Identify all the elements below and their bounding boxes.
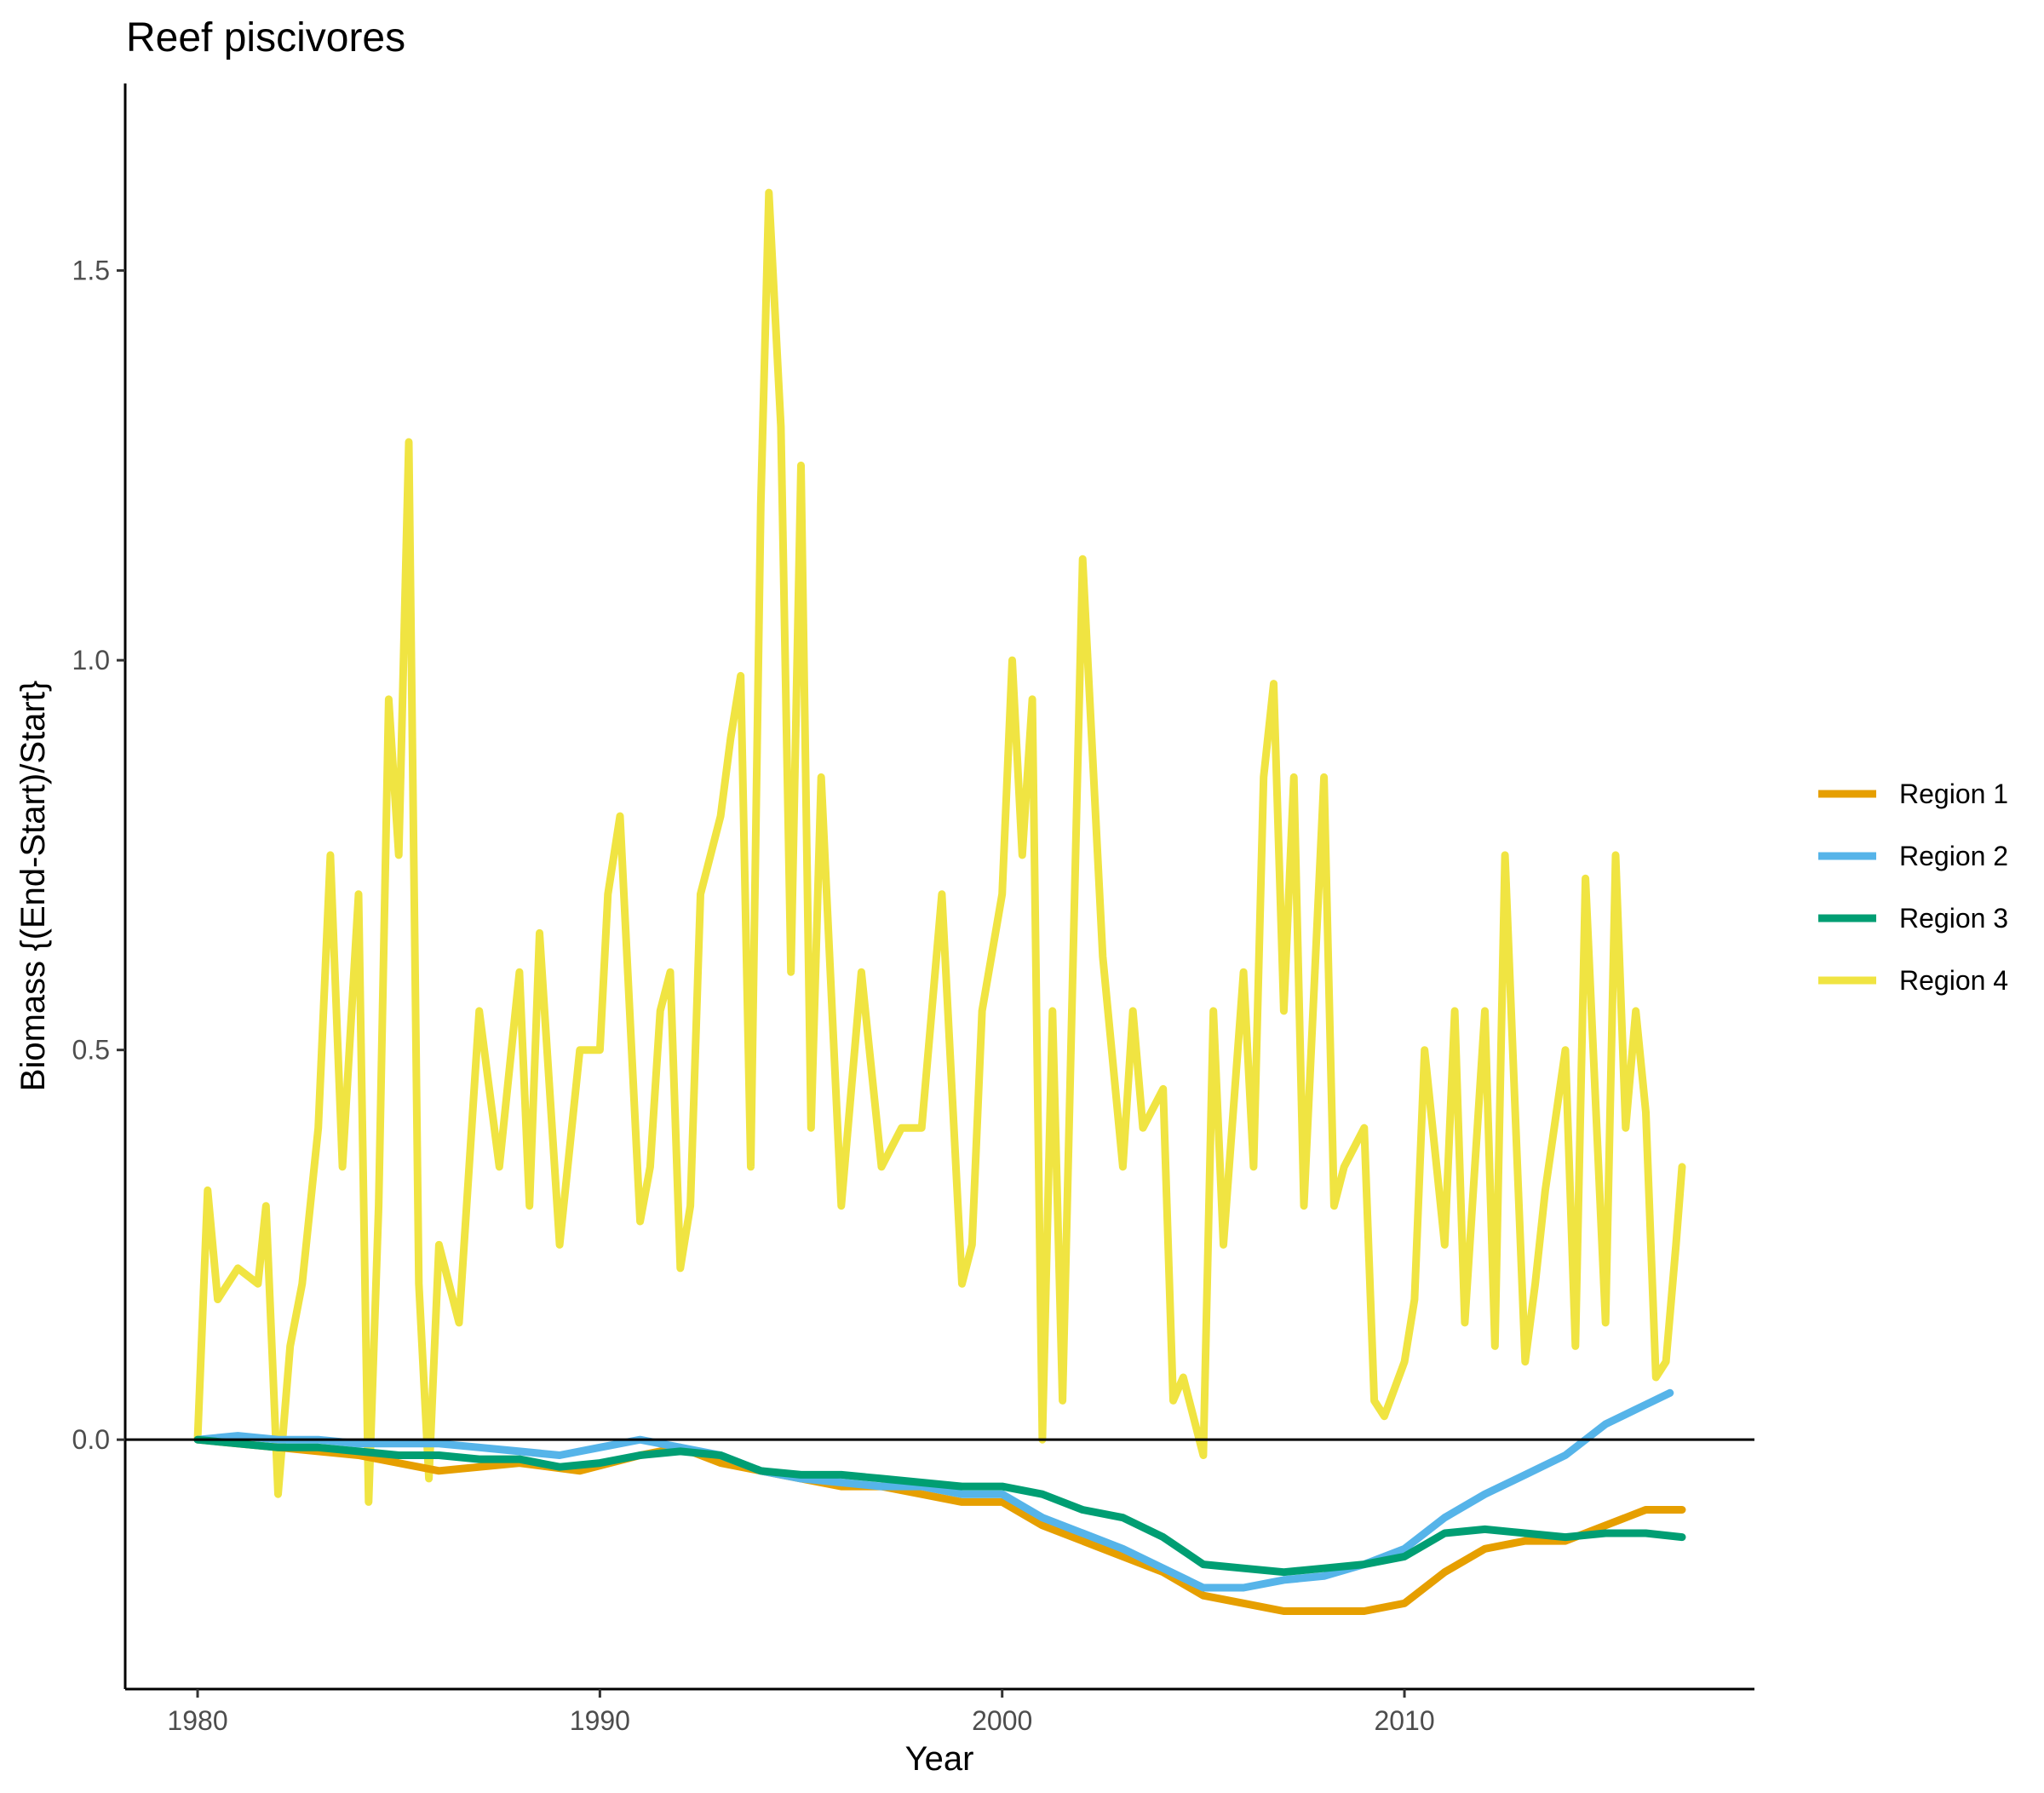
x-tick-label: 1980	[167, 1705, 227, 1736]
x-axis-ticks: 1980 1990 2000 2010	[167, 1689, 1435, 1736]
legend-item-region-3: Region 3	[1818, 903, 2008, 934]
series-layer	[193, 188, 1686, 1615]
x-tick-label: 2000	[972, 1705, 1032, 1736]
x-axis-title: Year	[905, 1740, 974, 1778]
legend-item-region-1: Region 1	[1818, 779, 2008, 809]
legend-item-region-2: Region 2	[1818, 841, 2008, 871]
x-tick-label: 2010	[1374, 1705, 1434, 1736]
legend-label: Region 2	[1899, 841, 2008, 871]
x-tick-label: 1990	[570, 1705, 630, 1736]
legend-item-region-4: Region 4	[1818, 965, 2008, 996]
legend-label: Region 1	[1899, 779, 2008, 809]
legend-label: Region 4	[1899, 965, 2008, 996]
series-line-region-3	[193, 1435, 1686, 1577]
legend-label: Region 3	[1899, 903, 2008, 934]
series-line-region-1	[193, 1435, 1686, 1615]
series-line-region-4	[193, 188, 1686, 1506]
y-tick-label: 0.5	[72, 1035, 110, 1066]
chart-title: Reef piscivores	[126, 15, 405, 60]
y-tick-label: 1.5	[72, 256, 110, 286]
series-line-region-2	[193, 1388, 1674, 1592]
y-axis-ticks: 0.0 0.5 1.0 1.5	[72, 256, 125, 1455]
y-axis-title: Biomass {(End-Start)/Start}	[14, 681, 52, 1091]
y-tick-label: 0.0	[72, 1424, 110, 1455]
y-tick-label: 1.0	[72, 645, 110, 675]
legend: Region 1 Region 2 Region 3 Region 4	[1818, 779, 2008, 996]
